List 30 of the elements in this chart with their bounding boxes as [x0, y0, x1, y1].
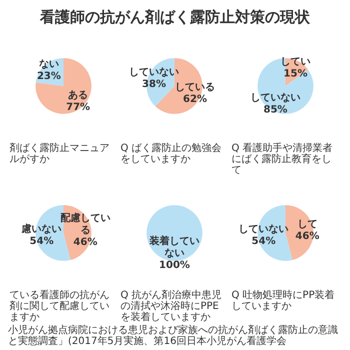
- slice-label: 慮いない: [20, 223, 62, 236]
- data-label: 46%: [73, 236, 98, 248]
- text: Q ばく露防止の勉強会をしていますか: [120, 143, 223, 167]
- text: ている看護師の抗がん剤に関して配慮していますか: [10, 290, 110, 323]
- text: 剤ばく露防止マニュアルがすか: [10, 143, 110, 167]
- slice-label: ない: [38, 59, 59, 70]
- slice-label: 配慮している: [60, 212, 110, 236]
- slice-label: ある: [68, 90, 88, 101]
- slice-label: していない: [250, 92, 300, 104]
- slice-label: 装着していない: [148, 234, 200, 259]
- data-label: 100%: [159, 260, 190, 271]
- slice-label: していない: [128, 67, 179, 78]
- data-label: 23%: [36, 71, 61, 82]
- text: 看護師の抗がん剤ばく露防止対策の現状: [38, 8, 311, 27]
- text: 小児がん拠点病院における患児および家族への抗がん剤ばく露防止の意識と実態調査」(2017年5月実施、第16回日本小児がん看護学会: [8, 325, 339, 347]
- data-label: 85%: [264, 104, 288, 116]
- data-label: 62%: [183, 94, 207, 105]
- data-label: 15%: [284, 68, 308, 80]
- text: Q 吐物処理時にPP装着していますか: [232, 290, 336, 314]
- data-label: 46%: [295, 230, 320, 242]
- text: Q 看護助手や清掃業者にばく露防止教育をして: [232, 143, 334, 176]
- data-label: 54%: [30, 236, 54, 248]
- slice-label: してい: [280, 56, 311, 68]
- text: Q 抗がん剤治療中患児の清拭や沐浴時にPPEを装着していますか: [120, 290, 223, 323]
- slice-label: していない: [238, 224, 289, 236]
- data-label: 54%: [252, 236, 276, 248]
- data-label: 38%: [142, 79, 166, 90]
- slice-label: して: [297, 218, 318, 230]
- data-label: 77%: [66, 102, 90, 113]
- slice-label: している: [175, 82, 216, 93]
